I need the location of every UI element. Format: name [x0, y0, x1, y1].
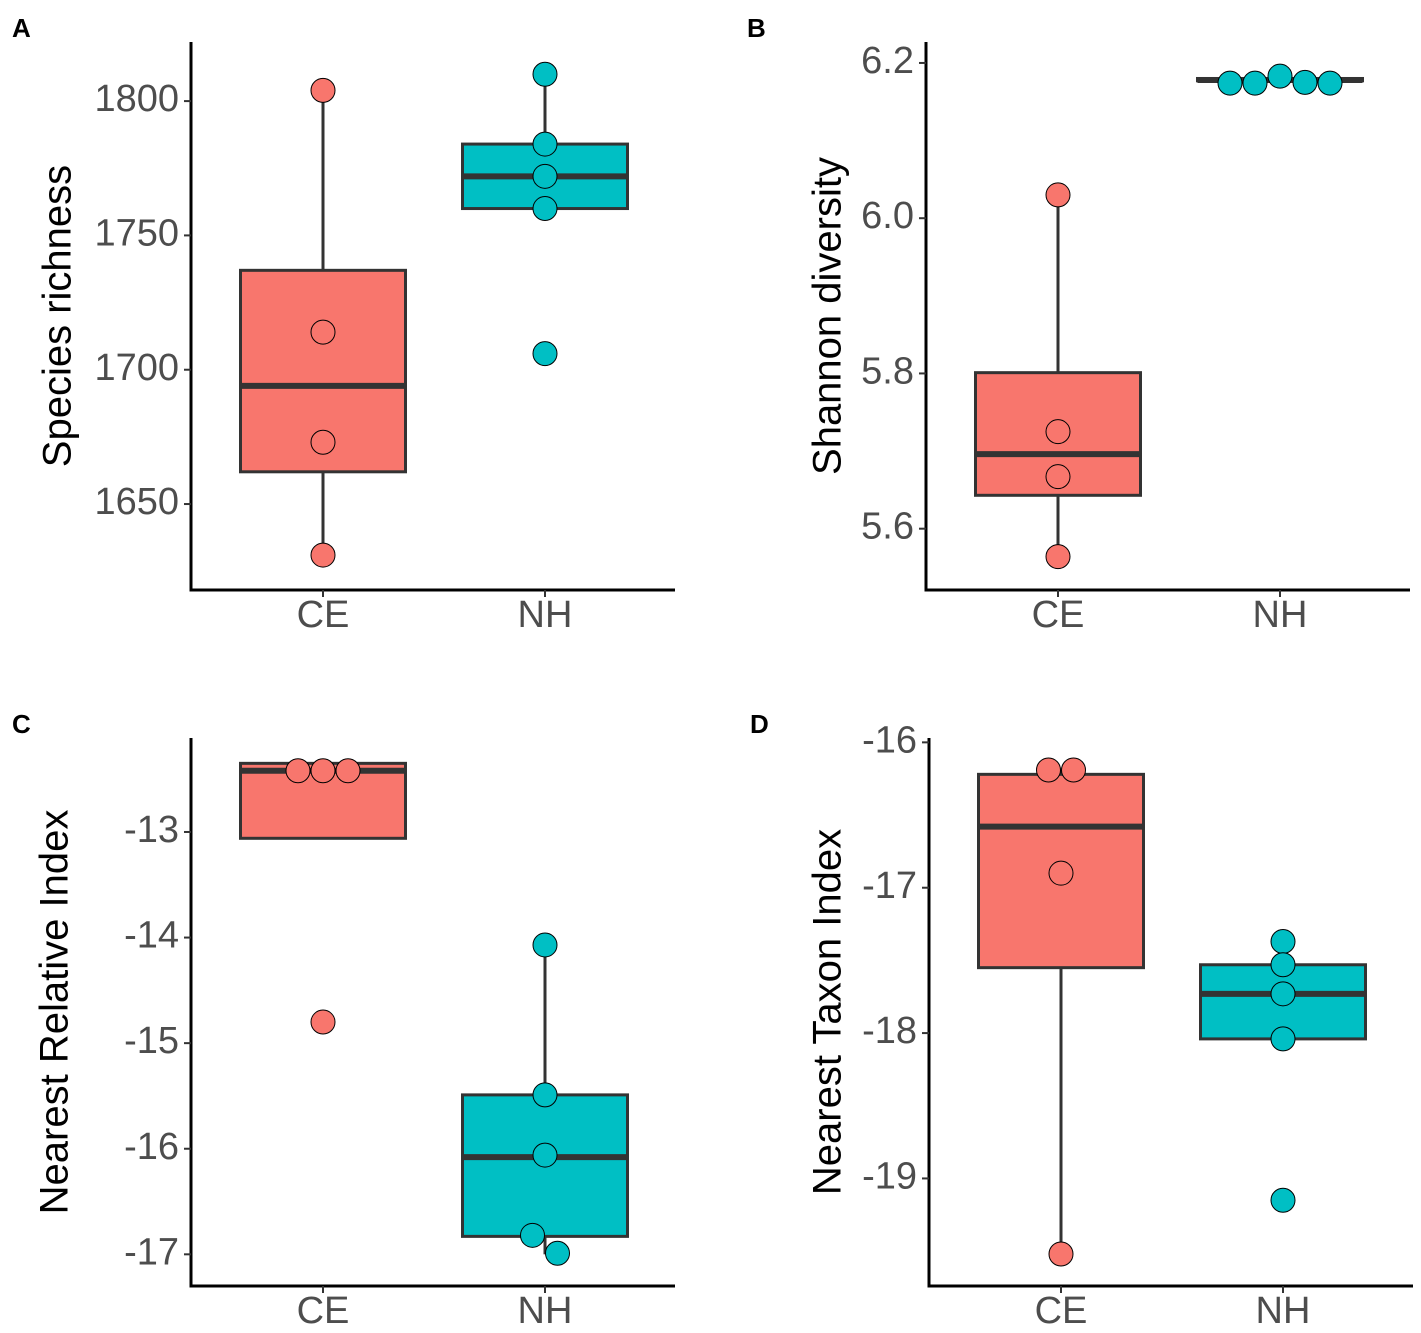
x-tick-label: NH: [518, 594, 573, 636]
panel-label: B: [747, 13, 766, 43]
data-point: [1061, 757, 1086, 783]
data-point: [532, 61, 558, 87]
y-tick-label: 1750: [94, 212, 179, 254]
data-point: [545, 1240, 570, 1266]
data-point: [1048, 1241, 1074, 1267]
y-tick-label: -19: [862, 1155, 917, 1197]
data-point: [532, 1142, 558, 1168]
x-tick-label: CE: [1032, 594, 1085, 636]
panel-label: C: [12, 709, 31, 739]
x-tick-label: NH: [1253, 594, 1308, 636]
y-tick-label: 1800: [94, 78, 179, 120]
y-tick-label: -14: [124, 915, 179, 957]
y-tick-label: 5.6: [861, 506, 914, 548]
panel-label: A: [12, 13, 31, 43]
data-point: [1045, 544, 1071, 570]
data-point: [520, 1222, 545, 1248]
y-tick-label: 6.2: [861, 40, 914, 82]
y-tick-label: -16: [124, 1126, 179, 1168]
data-point: [1267, 63, 1293, 89]
y-tick-label: -15: [124, 1020, 179, 1062]
data-point: [1270, 981, 1296, 1007]
panel: B Shannon diversity 5.6 5.8 6.0 6.2 CE NH: [747, 13, 1410, 636]
data-point: [1045, 419, 1071, 445]
data-point: [1292, 69, 1318, 95]
data-point: [532, 932, 558, 958]
data-point: [335, 758, 361, 784]
y-axis-title: Nearest Relative Index: [33, 810, 77, 1215]
y-tick-label: 6.0: [861, 195, 914, 237]
data-point: [1317, 70, 1343, 96]
y-tick-label: 5.8: [861, 350, 914, 392]
data-point: [1036, 757, 1061, 783]
data-point: [310, 319, 336, 345]
data-point: [1217, 70, 1243, 96]
y-axis-title: Nearest Taxon Index: [806, 829, 850, 1195]
y-tick-label: -17: [862, 865, 917, 907]
y-tick-label: -16: [862, 719, 917, 761]
x-tick-label: CE: [297, 594, 350, 636]
panel: A Species richness 1650 1700 1750 1800 CE NH: [12, 13, 675, 636]
y-axis-title: Species richness: [36, 165, 80, 467]
data-point: [310, 758, 336, 784]
x-tick-label: NH: [518, 1290, 573, 1332]
data-point: [285, 758, 311, 784]
data-point: [532, 1082, 558, 1108]
y-tick-label: -17: [124, 1231, 179, 1273]
data-point: [532, 341, 558, 367]
y-tick-label: -18: [862, 1010, 917, 1052]
panel: C Nearest Relative Index -17 -16 -15 -14 -13 CE…: [12, 709, 675, 1332]
data-point: [1270, 1187, 1296, 1213]
data-point: [1270, 929, 1296, 955]
data-point: [532, 196, 558, 222]
panel-label: D: [750, 709, 769, 739]
data-point: [1045, 464, 1071, 490]
x-tick-label: NH: [1256, 1290, 1311, 1332]
data-point: [1270, 952, 1296, 978]
data-point: [1045, 182, 1071, 208]
data-point: [1270, 1026, 1296, 1052]
data-point: [310, 1009, 336, 1035]
data-point: [532, 131, 558, 157]
data-point: [1242, 70, 1268, 96]
y-tick-label: 1700: [94, 347, 179, 389]
data-point: [310, 542, 336, 568]
x-tick-label: CE: [1035, 1290, 1088, 1332]
data-point: [1048, 860, 1074, 886]
y-tick-label: -13: [124, 809, 179, 851]
x-tick-label: CE: [297, 1290, 350, 1332]
data-point: [532, 163, 558, 189]
data-point: [310, 429, 336, 455]
y-axis-title: Shannon diversity: [806, 157, 850, 475]
data-point: [310, 77, 336, 103]
y-tick-label: 1650: [94, 481, 179, 523]
panel: D Nearest Taxon Index -19 -18 -17 -16 CE NH: [750, 709, 1413, 1332]
